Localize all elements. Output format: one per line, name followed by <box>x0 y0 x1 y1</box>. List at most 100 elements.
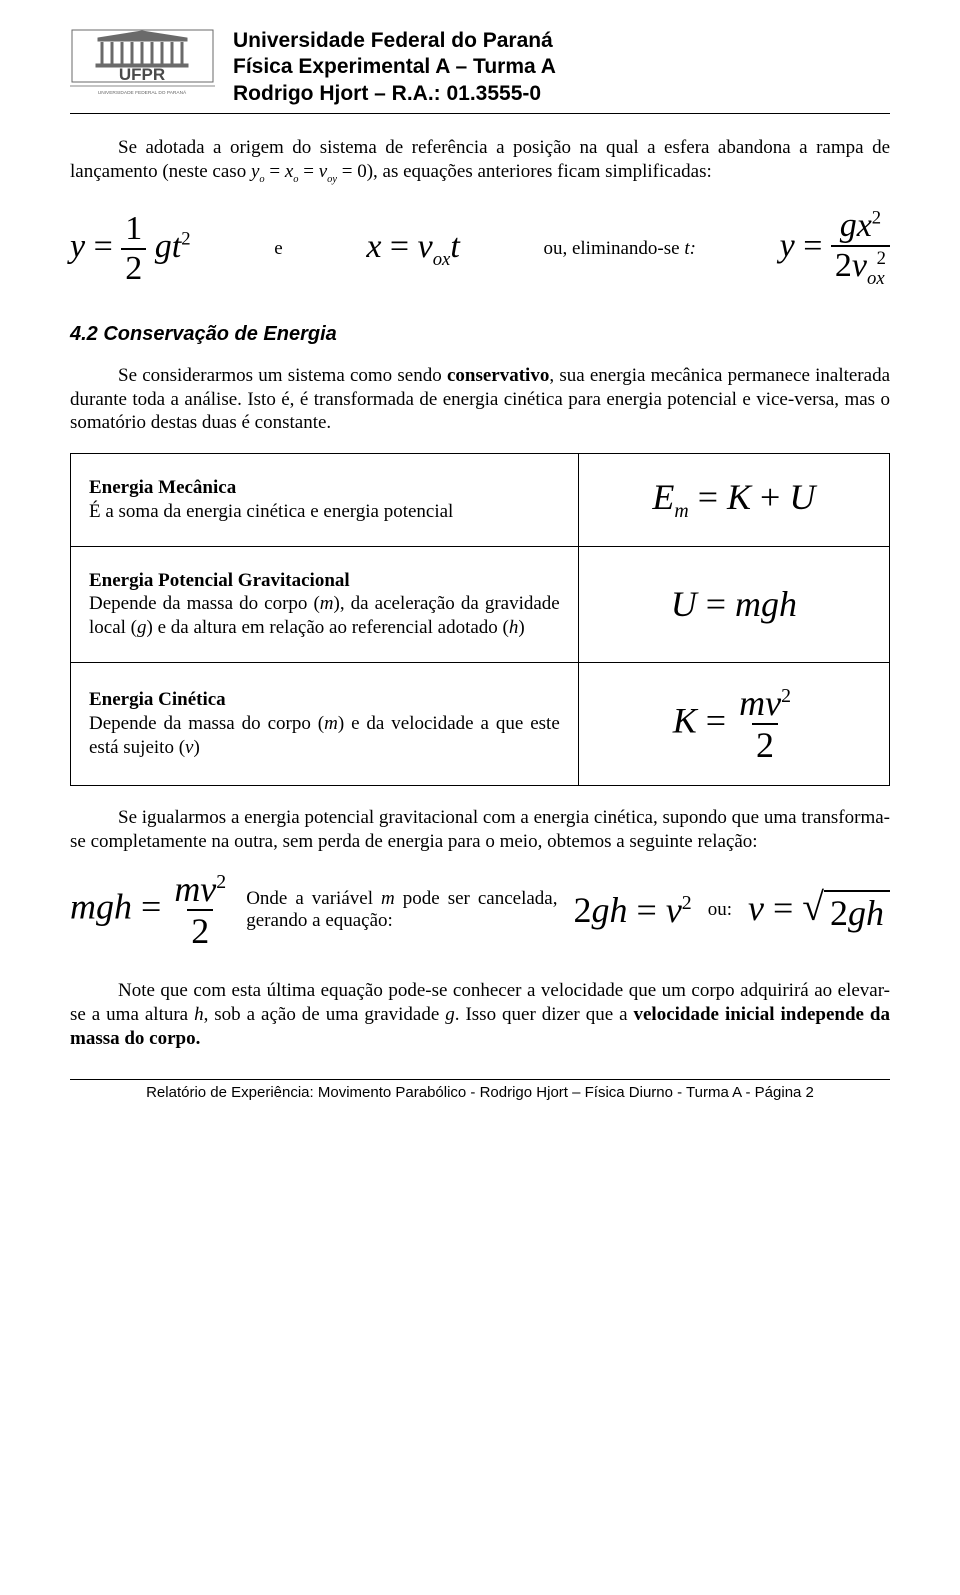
kinf-v: v <box>765 683 781 723</box>
after-table-paragraph: Se igualarmos a energia potencial gravit… <box>70 806 890 854</box>
eq2c-eq: = <box>628 890 666 930</box>
eq-x-v: v <box>418 228 433 265</box>
mech-eq: = <box>689 477 727 517</box>
energy-p1b: conservativo <box>447 365 549 386</box>
pot-c: ) e da altura em relação ao referencial … <box>147 617 509 638</box>
eq-y2-ox: ox <box>867 268 885 289</box>
eq2r-g: g <box>848 893 866 933</box>
eq-y2-v: v <box>852 247 867 284</box>
eq-y2-exp2: 2 <box>877 248 886 269</box>
potf-U: U <box>671 584 697 624</box>
intro-x: x <box>285 161 293 182</box>
eq2l-m: m <box>70 887 96 927</box>
cell-kin-desc: Energia Cinética Depende da massa do cor… <box>71 662 579 785</box>
intro-v: v <box>319 161 327 182</box>
mech-plus: + <box>751 477 789 517</box>
eq-y2-2: 2 <box>835 247 852 284</box>
eq2l-h: h <box>114 887 132 927</box>
intro-text-b: = 0), as equações anteriores ficam simpl… <box>337 161 712 182</box>
eq-x: x = voxt <box>366 228 459 271</box>
eq-y2-g: g <box>840 207 857 244</box>
fp-h: h <box>194 1004 204 1025</box>
eq-conn-e: e <box>274 238 282 260</box>
pot-d: ) <box>518 617 524 638</box>
ufpr-logo: UFPR UNIVERSIDADE FEDERAL DO PARANÁ <box>70 28 215 106</box>
eq2r-eq: = <box>764 888 802 928</box>
eq-y2: y = gx2 2vox2 <box>780 209 890 289</box>
pot-m: m <box>320 593 334 614</box>
table-row-mechanical: Energia Mecânica É a soma da energia cin… <box>71 454 890 547</box>
eq-y2-exp: 2 <box>872 208 881 229</box>
pot-g: g <box>137 617 147 638</box>
logo-text-main: UFPR <box>119 65 165 84</box>
mech-K: K <box>727 477 751 517</box>
eq2-right: v = √2gh <box>748 887 890 934</box>
mech-U: U <box>789 477 815 517</box>
potf-m: m <box>735 584 761 624</box>
kin-c: ) <box>193 737 199 758</box>
kin-title: Energia Cinética <box>89 689 226 710</box>
intro-v-sub: oy <box>327 173 337 184</box>
cell-pot-desc: Energia Potencial Gravitacional Depende … <box>71 546 579 662</box>
pot-title: Energia Potencial Gravitacional <box>89 570 350 591</box>
kinf-eq: = <box>697 700 735 740</box>
fp-b: , sob a ação de uma gravidade <box>204 1004 446 1025</box>
eq2c-g: g <box>592 890 610 930</box>
mech-title: Energia Mecânica <box>89 477 236 498</box>
header-separator <box>70 113 890 114</box>
potf-g: g <box>761 584 779 624</box>
eq2c-exp: 2 <box>682 892 692 914</box>
pot-h: h <box>509 617 519 638</box>
kinf-exp: 2 <box>781 685 791 707</box>
eq-x-lhs: x <box>366 228 381 265</box>
eq2c-h: h <box>610 890 628 930</box>
eq2-left: mgh = mv22 <box>70 871 230 949</box>
eq2r-2: 2 <box>830 893 848 933</box>
eq-x-t: t <box>450 228 459 265</box>
eq-y-den: 2 <box>121 248 146 286</box>
eq2l-g: g <box>96 887 114 927</box>
eq2-mid-a: Onde a variável <box>246 888 381 909</box>
cell-pot-formula: U = mgh <box>578 546 889 662</box>
final-paragraph: Note que com esta última equação pode-se… <box>70 979 890 1050</box>
section-heading-energy: 4.2 Conservação de Energia <box>70 323 890 346</box>
kin-m: m <box>324 713 338 734</box>
energy-paragraph: Se considerarmos um sistema como sendo c… <box>70 364 890 435</box>
header-text-block: Universidade Federal do Paraná Física Ex… <box>233 28 556 107</box>
kinf-den: 2 <box>752 723 778 763</box>
potf-h: h <box>779 584 797 624</box>
eq2r-v: v <box>748 888 764 928</box>
mech-desc: É a soma da energia cinética e energia p… <box>89 501 453 522</box>
equation-row-2: mgh = mv22 Onde a variável m pode ser ca… <box>70 871 890 949</box>
table-row-potential: Energia Potencial Gravitacional Depende … <box>71 546 890 662</box>
energy-p1a: Se considerarmos um sistema como sendo <box>118 365 447 386</box>
eq-conn-elim-t: t: <box>684 238 696 259</box>
eq2l-exp: 2 <box>216 871 226 893</box>
fp-c: . Isso quer dizer que a <box>455 1004 634 1025</box>
eq-y-num: 1 <box>121 212 146 248</box>
eq2-ou: ou: <box>708 899 732 921</box>
eq-conn-elim: ou, eliminando-se t: <box>543 238 696 260</box>
eq-y: y = 1 2 gt2 <box>70 212 191 286</box>
header-course: Física Experimental A – Turma A <box>233 54 556 80</box>
header-university: Universidade Federal do Paraná <box>233 28 556 54</box>
eq2r-h: h <box>866 893 884 933</box>
potf-eq: = <box>697 584 735 624</box>
page-header: UFPR UNIVERSIDADE FEDERAL DO PARANÁ Univ… <box>70 28 890 107</box>
cell-kin-formula: K = mv22 <box>578 662 889 785</box>
eq2l-mv: mv <box>174 869 216 909</box>
eq-y-g: g <box>155 228 172 265</box>
kinf-K: K <box>673 700 697 740</box>
intro-eq2: = <box>298 161 318 182</box>
pot-a: Depende da massa do corpo ( <box>89 593 320 614</box>
kin-a: Depende da massa do corpo ( <box>89 713 324 734</box>
page-footer: Relatório de Experiência: Movimento Para… <box>70 1084 890 1101</box>
eq2-mid-m: m <box>381 888 395 909</box>
eq-y-exp: 2 <box>181 229 190 250</box>
footer-separator <box>70 1079 890 1080</box>
eq2c-v: v <box>666 890 682 930</box>
eq2-mid-text: Onde a variável m pode ser cancelada, ge… <box>246 888 557 934</box>
eq-y2-x: x <box>857 207 872 244</box>
eq2c-2: 2 <box>574 890 592 930</box>
fp-g: g <box>445 1004 455 1025</box>
